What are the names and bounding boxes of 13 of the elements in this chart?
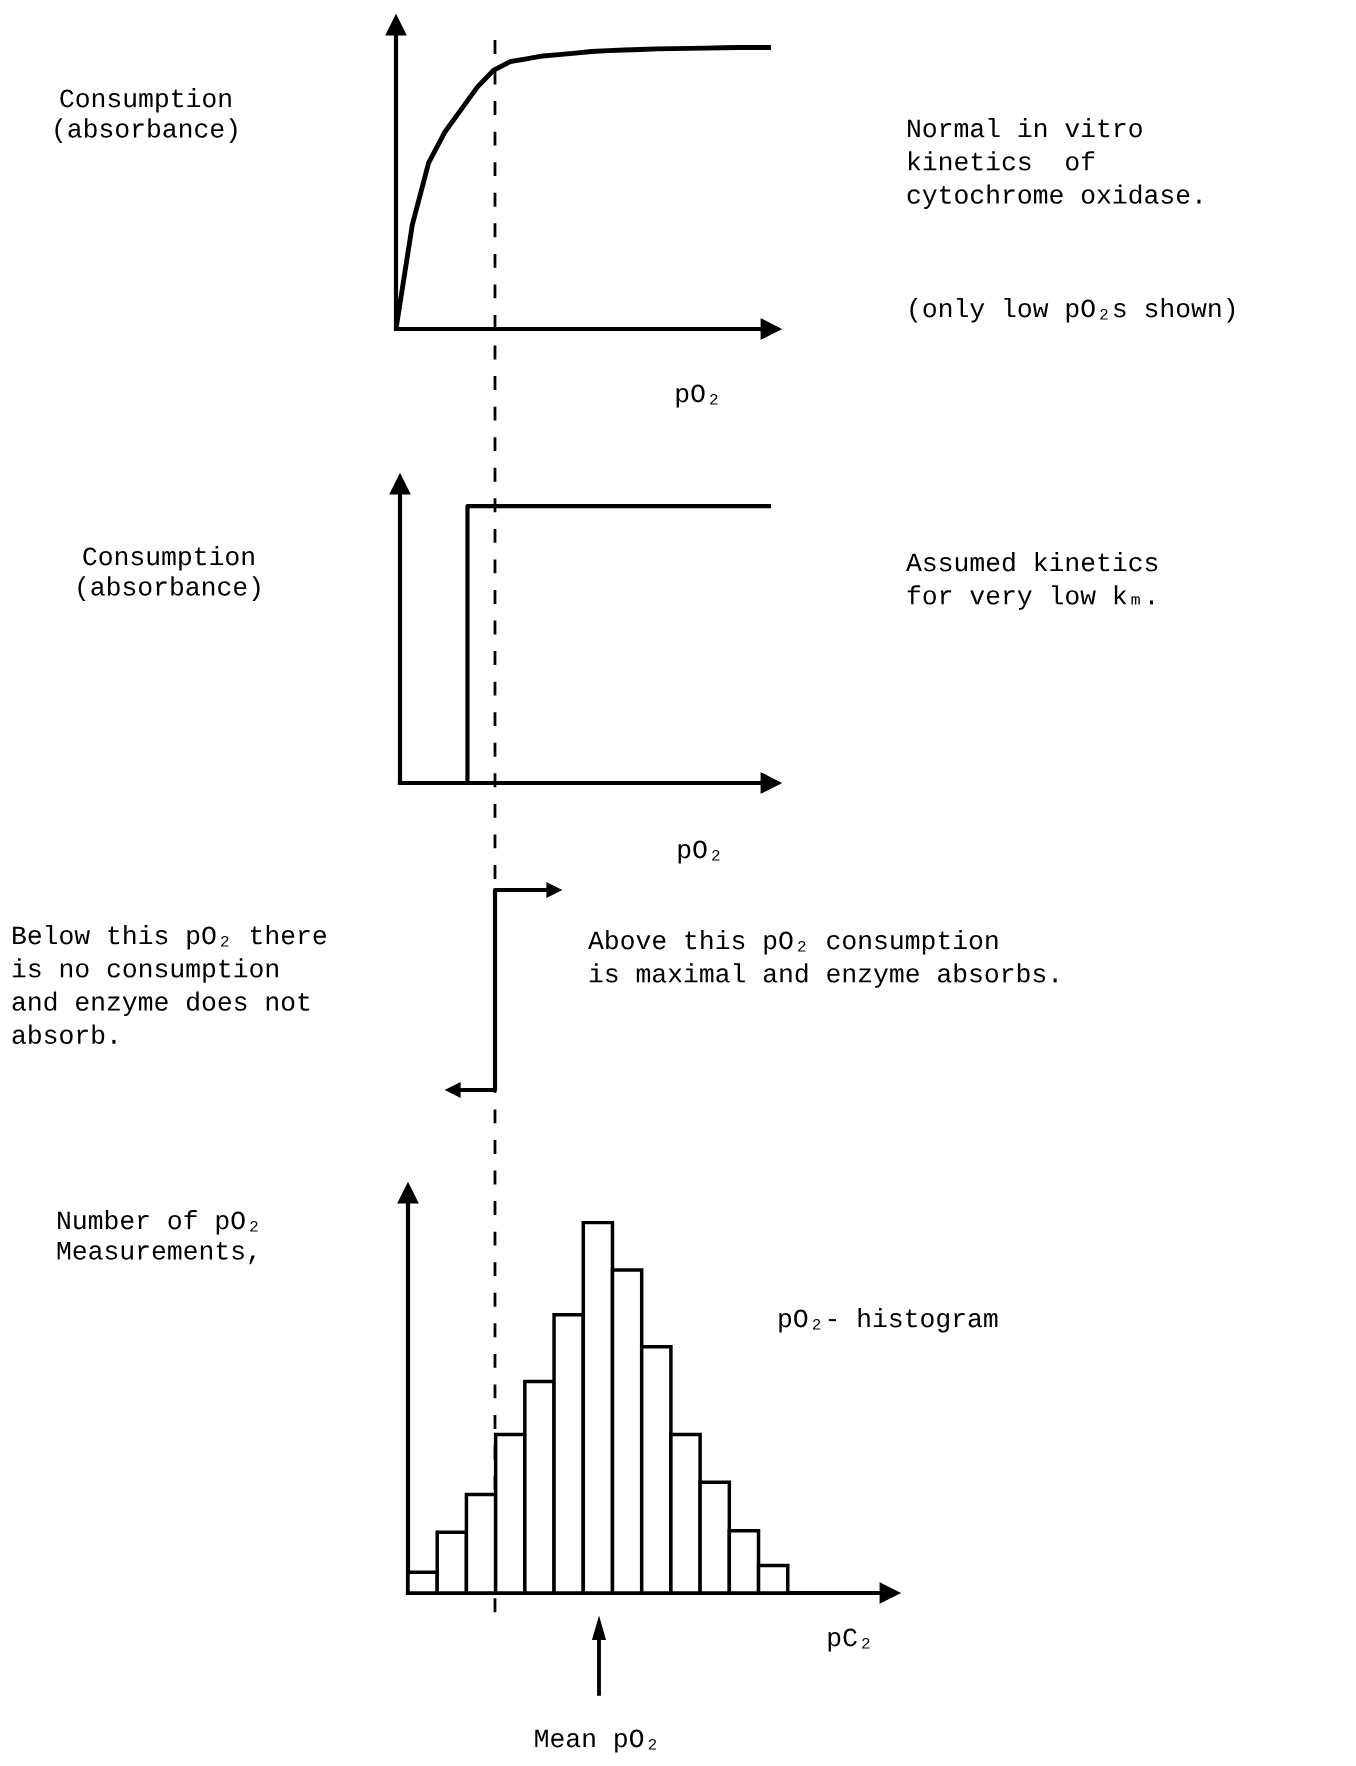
y-axis-title: Number of pO₂ Measurements, (57, 1210, 258, 1265)
x-axis-title: pO₂ (678, 840, 720, 864)
text: Assumed kinetics for very low kₘ. (906, 552, 1158, 610)
text: Above this pO₂ consumption is maximal and enzyme absorbs. (588, 930, 1057, 988)
y-axis-title: Consumption (absorbance) (55, 88, 237, 143)
y-axis-title: Consumption (absorbance) (78, 546, 260, 601)
annotation: pO₂- histogram (779, 1308, 998, 1333)
text: Normal in vitro kinetics of cytochrome oxidase. (907, 118, 1201, 210)
text: Mean pO₂ (535, 1729, 657, 1753)
text: Below this pO₂ there is no consumption and enzyme does not absorb. (12, 925, 326, 1044)
x-axis-title: pC₂ (828, 1628, 870, 1652)
x-axis-title: pO₂ (676, 384, 718, 408)
text: (only low pO₂s shown) (910, 298, 1235, 323)
